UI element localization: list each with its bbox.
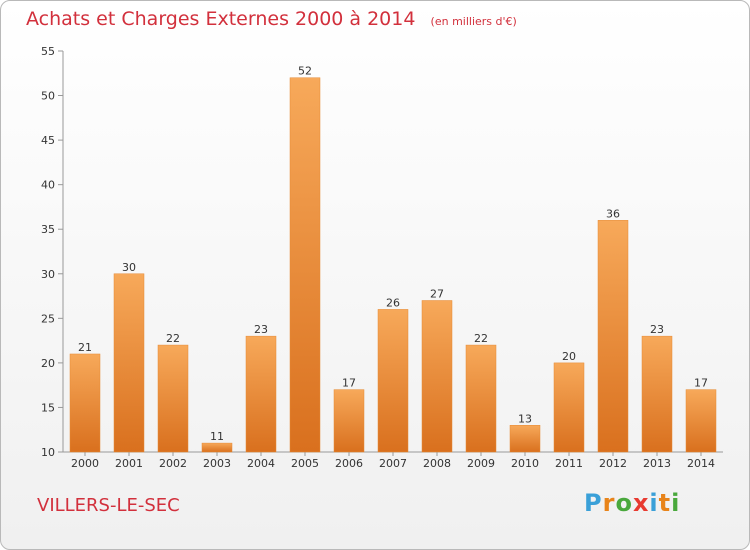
x-tick-label: 2005 [291, 457, 319, 470]
logo-letter: t [658, 489, 672, 517]
y-tick-label: 30 [41, 268, 55, 281]
bar-2007 [377, 309, 409, 453]
chart-unit: (en milliers d'€) [430, 15, 517, 28]
logo-letter: r [602, 489, 616, 517]
x-tick-label: 2010 [511, 457, 539, 470]
y-tick-label: 25 [41, 312, 55, 325]
x-tick-label: 2001 [115, 457, 143, 470]
bar-value-label: 30 [122, 261, 136, 274]
y-tick-label: 40 [41, 179, 55, 192]
y-tick-label: 20 [41, 357, 55, 370]
logo-letter: o [615, 489, 633, 517]
city-name: VILLERS-LE-SEC [37, 495, 180, 516]
x-tick-label: 2011 [555, 457, 583, 470]
proxiti-logo: Proxiti [584, 489, 680, 517]
y-tick-label: 55 [41, 45, 55, 58]
bar-value-label: 20 [562, 350, 576, 363]
bar-2009 [465, 344, 497, 453]
bar-2006 [333, 389, 365, 453]
bar-2011 [553, 362, 585, 453]
y-tick-label: 10 [41, 446, 55, 459]
bar-value-label: 11 [210, 430, 224, 443]
bar-2013 [641, 335, 673, 453]
bar-value-label: 13 [518, 412, 532, 425]
bar-value-label: 52 [298, 65, 312, 78]
bar-value-label: 36 [606, 207, 620, 220]
bar-2003 [201, 442, 233, 453]
bar-value-label: 26 [386, 296, 400, 309]
x-tick-label: 2002 [159, 457, 187, 470]
bar-2008 [421, 300, 453, 453]
bar-2014 [685, 389, 717, 453]
y-tick-label: 15 [41, 401, 55, 414]
bar-2000 [69, 353, 101, 453]
y-tick-label: 50 [41, 90, 55, 103]
logo-letter: P [584, 489, 603, 517]
x-tick-label: 2009 [467, 457, 495, 470]
title-row: Achats et Charges Externes 2000 à 2014 (… [26, 8, 517, 30]
logo-letter: x [632, 489, 650, 517]
x-tick-label: 2006 [335, 457, 363, 470]
y-tick-label: 45 [41, 134, 55, 147]
bar-value-label: 17 [342, 377, 356, 390]
bar-2010 [509, 425, 541, 453]
x-tick-label: 2007 [379, 457, 407, 470]
logo-letter: i [649, 489, 659, 517]
bar-2005 [289, 77, 321, 453]
y-tick-label: 35 [41, 223, 55, 236]
bar-value-label: 21 [78, 341, 92, 354]
bar-2004 [245, 335, 277, 453]
chart-title: Achats et Charges Externes 2000 à 2014 [26, 8, 416, 30]
bar-2002 [157, 344, 189, 453]
x-tick-label: 2014 [687, 457, 715, 470]
bar-value-label: 17 [694, 377, 708, 390]
logo-letter: i [671, 489, 681, 517]
bar-value-label: 22 [166, 332, 180, 345]
x-tick-label: 2003 [203, 457, 231, 470]
bar-2001 [113, 273, 145, 453]
x-tick-label: 2000 [71, 457, 99, 470]
x-tick-label: 2013 [643, 457, 671, 470]
bar-value-label: 23 [254, 323, 268, 336]
bar-value-label: 23 [650, 323, 664, 336]
x-tick-label: 2008 [423, 457, 451, 470]
x-tick-label: 2004 [247, 457, 275, 470]
bar-value-label: 27 [430, 288, 444, 301]
x-tick-label: 2012 [599, 457, 627, 470]
bar-2012 [597, 220, 629, 453]
bar-value-label: 22 [474, 332, 488, 345]
